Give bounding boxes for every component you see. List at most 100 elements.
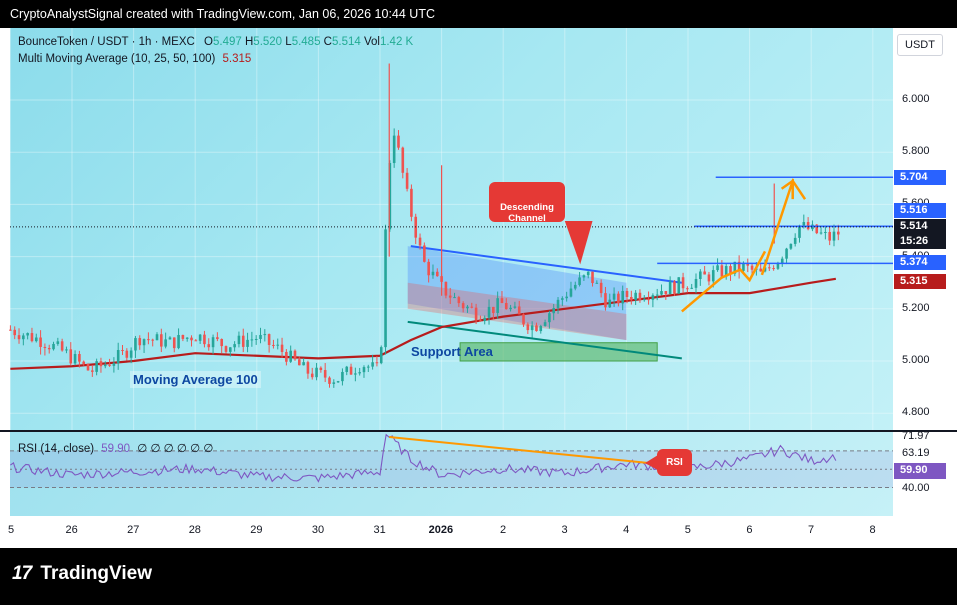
open-value: 5.497 xyxy=(213,36,242,48)
candle-body xyxy=(435,271,439,277)
candle-body xyxy=(526,324,530,331)
candle-body xyxy=(9,329,12,331)
candle-body xyxy=(341,371,344,382)
candle-body xyxy=(17,335,21,340)
candle-body xyxy=(30,333,34,342)
candle-body xyxy=(194,340,198,342)
candle-body xyxy=(190,337,193,341)
rsi-tick: 63.19 xyxy=(902,447,930,459)
candle-body xyxy=(504,303,508,310)
currency-button[interactable]: USDT xyxy=(897,34,943,56)
candle-body xyxy=(397,135,400,148)
candle-body xyxy=(272,344,275,346)
candle-body xyxy=(91,370,94,372)
candle-body xyxy=(95,361,98,372)
candle-body xyxy=(177,335,180,349)
candle-body xyxy=(668,281,672,295)
candle-body xyxy=(599,282,603,294)
price-tick: 5.200 xyxy=(902,301,930,314)
price-plot-area[interactable] xyxy=(10,28,893,430)
candle-body xyxy=(716,265,719,271)
candle-body xyxy=(824,231,827,233)
rsi-callout-label: RSI xyxy=(666,457,683,468)
candle-body xyxy=(699,271,702,279)
candle-body xyxy=(263,334,267,336)
candle-body xyxy=(798,225,801,238)
candle-body xyxy=(612,293,616,300)
candle-body xyxy=(427,261,430,276)
candle-body xyxy=(780,258,784,264)
candle-body xyxy=(543,322,547,326)
candle-body xyxy=(479,320,482,322)
candle-body xyxy=(470,306,474,308)
time-tick: 7 xyxy=(807,524,815,536)
candle-body xyxy=(789,243,793,249)
candle-body xyxy=(203,334,206,345)
candle-body xyxy=(724,266,728,277)
channel-callout-pointer xyxy=(564,221,593,265)
candle-body xyxy=(617,293,620,304)
time-tick: 2 xyxy=(499,524,507,536)
price-badge-line: 5.516 xyxy=(894,203,946,218)
time-tick: 31 xyxy=(373,524,386,536)
candle-body xyxy=(634,292,637,301)
candle-body xyxy=(379,347,383,364)
close-value: 5.514 xyxy=(331,36,361,48)
candle-body xyxy=(250,339,254,341)
candle-body xyxy=(237,335,241,345)
candle-body xyxy=(298,359,301,366)
price-axis[interactable] xyxy=(893,28,957,516)
candle-body xyxy=(293,350,297,360)
candle-body xyxy=(500,298,504,304)
candle-body xyxy=(621,290,625,304)
candle-body xyxy=(392,135,396,164)
candle-body xyxy=(746,262,750,266)
candle-body xyxy=(630,296,633,301)
time-tick: 4 xyxy=(623,524,630,536)
candle-body xyxy=(69,349,73,364)
time-tick: 30 xyxy=(311,524,325,536)
candle-body xyxy=(625,290,629,297)
candle-body xyxy=(660,291,663,295)
candle-body xyxy=(483,317,487,322)
candle-body xyxy=(371,362,374,367)
time-tick: 6 xyxy=(746,524,753,536)
price-badge-price: 5.514 xyxy=(894,219,946,234)
candle-body xyxy=(815,224,819,234)
tradingview-logo[interactable]: 17 TradingView xyxy=(12,563,152,585)
candle-body xyxy=(595,282,599,284)
candle-body xyxy=(690,287,693,289)
candle-body xyxy=(522,314,525,325)
candle-body xyxy=(302,362,305,366)
price-badge-timer: 15:26 xyxy=(894,234,946,249)
candle-body xyxy=(52,343,55,350)
rsi-tick: 71.97 xyxy=(902,430,930,442)
candle-body xyxy=(448,295,452,298)
candle-body xyxy=(160,334,163,347)
creator-line: CryptoAnalystSignal created with Trading… xyxy=(10,7,435,21)
rsi-callout-pointer xyxy=(644,455,658,470)
orange-arrow-head xyxy=(780,178,794,200)
candle-body xyxy=(56,341,60,344)
time-tick: 2026 xyxy=(428,524,454,536)
candle-body xyxy=(586,271,590,276)
price-badge-line: 5.704 xyxy=(894,170,946,185)
candle-body xyxy=(694,278,698,288)
candle-body xyxy=(664,291,668,295)
candle-body xyxy=(259,334,262,339)
channel-fill-lower xyxy=(407,282,627,341)
candle-body xyxy=(323,370,327,378)
time-tick: 27 xyxy=(127,524,140,536)
candle-body xyxy=(677,277,681,294)
channel-fill-upper xyxy=(407,246,627,341)
candle-body xyxy=(651,295,655,300)
candle-body xyxy=(729,266,732,274)
time-axis[interactable] xyxy=(0,516,957,548)
candle-body xyxy=(418,237,422,246)
candle-body xyxy=(168,337,172,340)
rsi-callout: RSI xyxy=(657,449,692,476)
candle-body xyxy=(125,350,129,358)
candle-body xyxy=(172,337,176,349)
candle-body xyxy=(336,381,340,383)
candle-body xyxy=(750,265,754,270)
